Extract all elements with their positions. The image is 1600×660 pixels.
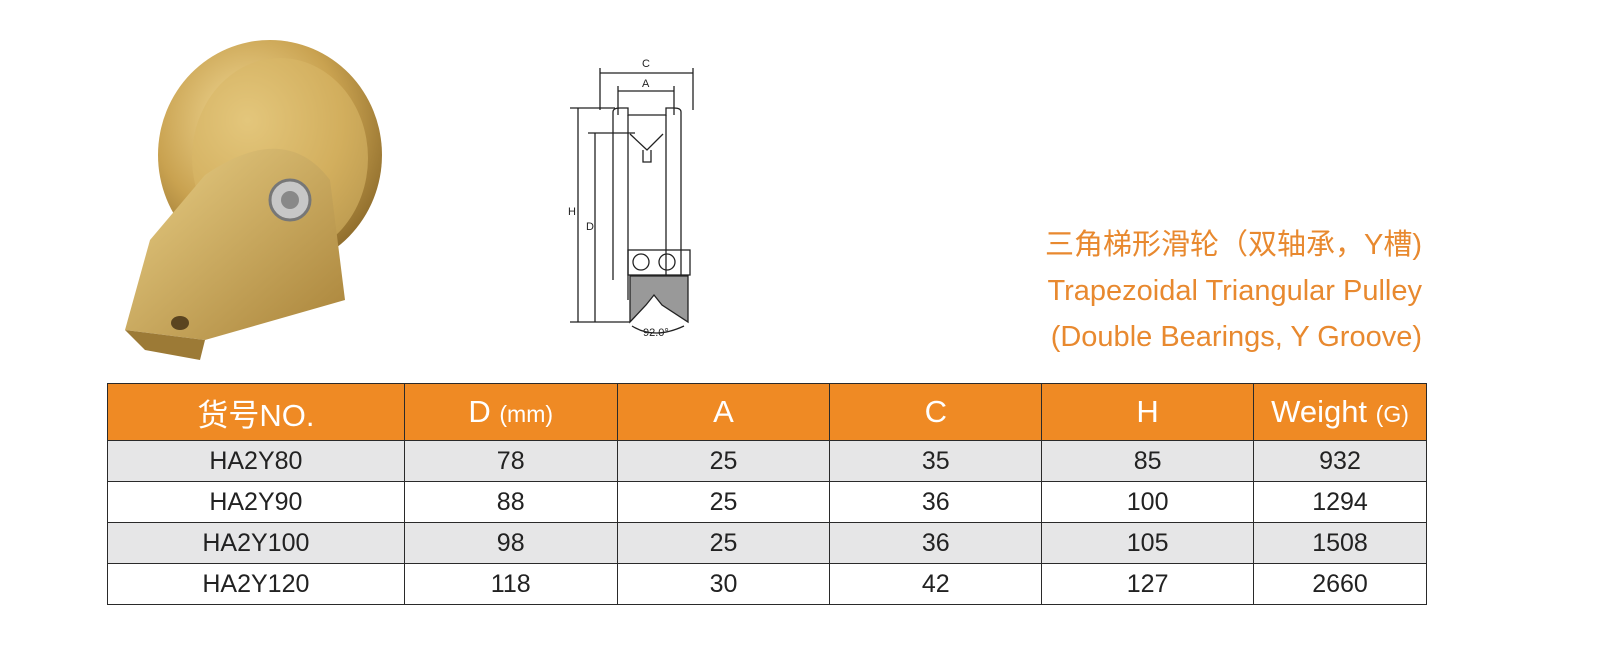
column-header: A [616,383,831,441]
angle-label: 92.0° [643,327,669,339]
table-cell: 30 [616,563,831,605]
table-cell: 42 [829,563,1043,605]
product-title: 三角梯形滑轮（双轴承，Y槽) Trapezoidal Triangular Pu… [1045,222,1422,360]
header-label: C [924,394,948,429]
header-label: A [713,394,734,429]
dim-label-d: D [586,221,594,233]
table-cell: HA2Y120 [107,563,405,605]
header-label: 货号NO. [197,397,315,433]
table-cell: 2660 [1253,563,1427,605]
header-unit: (G) [1375,401,1409,427]
table-cell: 36 [829,522,1043,564]
header-label: D [468,394,500,429]
column-header: Weight (G) [1253,383,1427,441]
dim-label-c: C [642,58,650,70]
dim-label-h: H [568,206,576,218]
header-label: H [1136,394,1159,429]
title-english: Trapezoidal Triangular Pulley [1047,275,1422,307]
table-cell: 118 [403,563,618,605]
technical-drawing: C A H D 92.0° [568,58,694,339]
table-row: HA2Y120 118 30 42 127 2660 [107,563,1427,605]
table-cell: HA2Y100 [107,522,405,564]
header-unit: (mm) [499,401,554,427]
column-header: H [1041,383,1255,441]
table-header-row: 货号NO. D (mm) A C H Weight (G) [107,383,1427,441]
table-cell: HA2Y90 [107,481,405,523]
table-cell: 78 [403,440,618,482]
table-cell: HA2Y80 [107,440,405,482]
table-cell: 25 [616,522,831,564]
table-row: HA2Y100 98 25 36 105 1508 [107,522,1427,564]
column-header: D (mm) [403,383,618,441]
table-cell: 932 [1253,440,1427,482]
column-header: 货号NO. [107,383,405,441]
spec-table: 货号NO. D (mm) A C H Weight (G) HA2Y80 78 25 35 85 9… [107,383,1427,605]
table-cell: 1508 [1253,522,1427,564]
table-cell: 98 [403,522,618,564]
table-cell: 25 [616,440,831,482]
table-cell: 88 [403,481,618,523]
header-label: Weight [1271,394,1376,429]
subtitle-english: (Double Bearings, Y Groove) [1050,321,1422,353]
table-cell: 105 [1041,522,1255,564]
pulley-photo [125,40,382,360]
table-row: HA2Y80 78 25 35 85 932 [107,440,1427,482]
table-cell: 25 [616,481,831,523]
table-cell: 36 [829,481,1043,523]
table-cell: 35 [829,440,1043,482]
table-row: HA2Y90 88 25 36 100 1294 [107,481,1427,523]
title-chinese: 三角梯形滑轮（双轴承，Y槽) [1044,229,1422,261]
table-cell: 127 [1041,563,1255,605]
dim-label-a: A [642,78,650,90]
column-header: C [829,383,1043,441]
table-cell: 100 [1041,481,1255,523]
table-cell: 1294 [1253,481,1427,523]
table-cell: 85 [1041,440,1255,482]
